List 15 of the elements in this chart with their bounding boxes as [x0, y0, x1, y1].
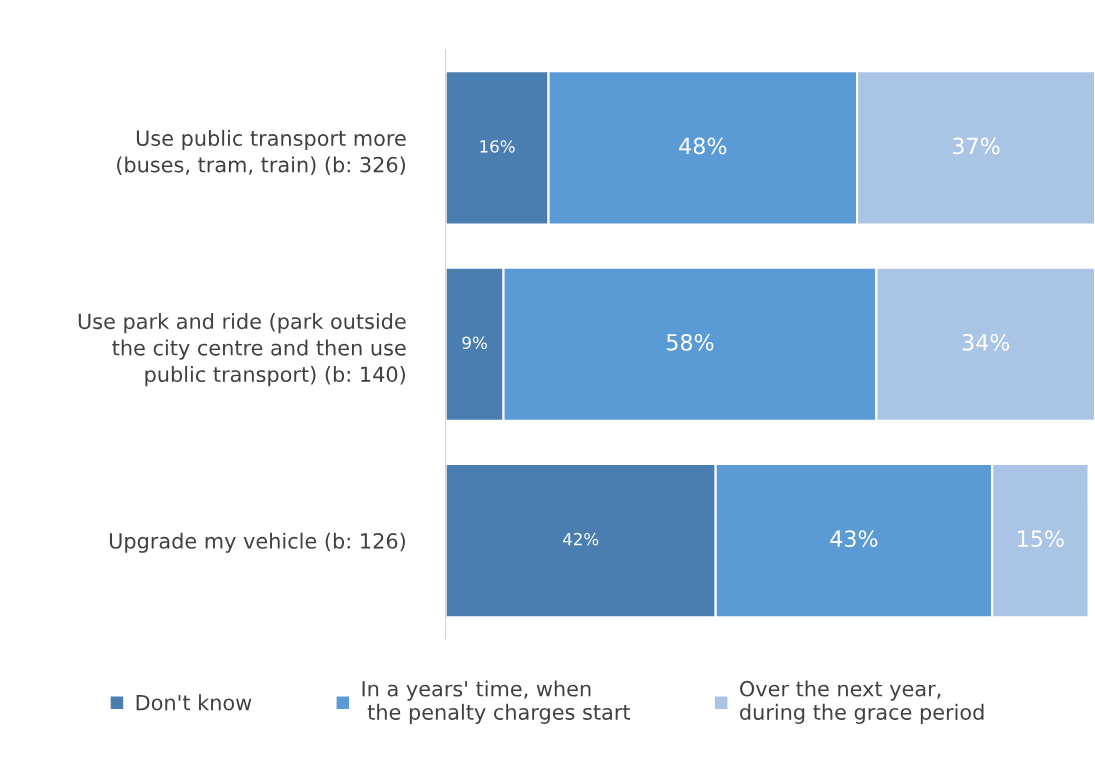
- data-label: 58%: [666, 333, 714, 351]
- data-label: 42%: [562, 532, 599, 546]
- y-tick-label: Upgrade my vehicle (b: 126): [109, 532, 405, 553]
- y-tick-label: Use park and ride (park outside the city centre and then use public transport) (b: 140): [78, 313, 406, 387]
- y-tick-label: Use public transport more (buses, tram, train) (b: 326): [117, 129, 406, 175]
- data-label: 34%: [962, 333, 1010, 351]
- data-label: 9%: [462, 336, 487, 350]
- legend-label: Don't know: [136, 694, 252, 711]
- legend-label: Over the next year, during the grace period: [740, 680, 984, 724]
- data-label: 15%: [1018, 530, 1064, 548]
- data-label: 43%: [830, 530, 878, 548]
- data-label: 48%: [679, 137, 727, 155]
- data-label: 37%: [953, 137, 1000, 155]
- legend-label: In a years' time, when the penalty charges start: [362, 680, 631, 724]
- data-label: 16%: [480, 140, 515, 153]
